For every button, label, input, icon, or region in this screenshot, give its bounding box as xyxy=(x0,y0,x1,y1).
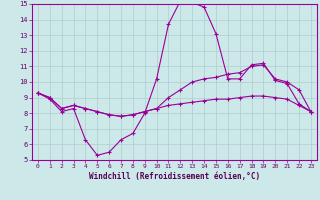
X-axis label: Windchill (Refroidissement éolien,°C): Windchill (Refroidissement éolien,°C) xyxy=(89,172,260,181)
